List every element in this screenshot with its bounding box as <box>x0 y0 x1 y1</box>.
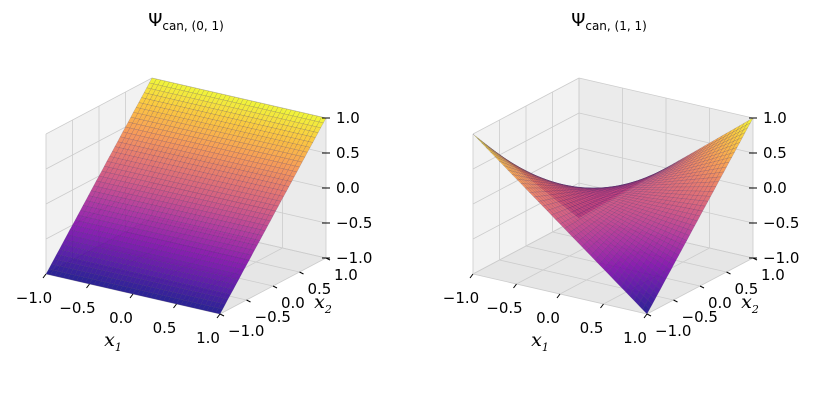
y-tick-label: 0.5 <box>308 280 332 298</box>
y-tick-label: 1.0 <box>334 266 358 284</box>
surface-patch <box>708 186 717 192</box>
x-tick-label: 0.0 <box>109 309 133 327</box>
x-tick-label: 0.5 <box>580 319 604 337</box>
surface-patch <box>713 176 722 183</box>
surface-patch <box>742 122 751 131</box>
surface-patch <box>244 253 253 261</box>
surface-patch <box>703 195 711 202</box>
z-tick-label: −1.0 <box>336 249 372 267</box>
y-tick-mark <box>699 285 705 289</box>
surface-patch <box>220 298 229 305</box>
x-tick-label: −1.0 <box>443 289 479 307</box>
x-tick-label: 1.0 <box>196 329 220 347</box>
y-tick-mark <box>272 285 278 289</box>
surface-patch <box>740 127 749 136</box>
y-tick-mark <box>646 313 652 317</box>
y-tick-mark <box>246 299 251 303</box>
surface-patch <box>732 142 741 150</box>
x-tick-label: 1.0 <box>623 329 647 347</box>
chart-title: Ψcan, (0, 1) <box>148 10 224 33</box>
grid-line <box>472 77 580 135</box>
surface-patch <box>719 166 727 173</box>
surface-plot-right: −1.0−0.50.00.51.0−1.0−0.50.00.51.0 −1.0−0… <box>443 10 800 354</box>
y-tick-label: −0.5 <box>682 308 718 326</box>
y-tick-label: 1.0 <box>761 266 785 284</box>
surface-patch <box>642 304 650 315</box>
y-tick-label: 0.5 <box>735 280 759 298</box>
surface-patch <box>218 302 226 310</box>
surface-patch <box>223 293 231 300</box>
x-tick-mark <box>42 273 47 279</box>
x-tick-mark <box>513 283 517 289</box>
y-tick-mark <box>219 313 225 317</box>
y-tick-mark <box>726 271 731 275</box>
surface <box>45 77 327 315</box>
surface-patch <box>734 137 743 145</box>
grid-line <box>578 77 754 119</box>
z-tick-label: 0.0 <box>763 179 787 197</box>
x-tick-mark <box>86 283 90 289</box>
surface-patch <box>666 262 674 271</box>
y-tick-mark <box>299 271 304 275</box>
y-tick-label: 0.0 <box>281 294 305 312</box>
y-tick-mark <box>752 257 758 261</box>
y-tick-mark <box>325 257 331 261</box>
z-tick-label: 0.5 <box>336 144 360 162</box>
chart-title: Ψcan, (1, 1) <box>571 10 647 33</box>
y-axis-label: x2 <box>314 291 332 316</box>
surface-patch <box>228 283 237 290</box>
surface-patch <box>239 263 247 271</box>
z-tick-label: 0.5 <box>763 144 787 162</box>
surface-patch <box>225 288 234 295</box>
surface-patch <box>726 151 735 159</box>
surface-patch <box>236 268 245 276</box>
y-tick-label: −1.0 <box>655 322 691 340</box>
z-tick-label: 1.0 <box>336 109 360 127</box>
surface-patch <box>215 307 224 315</box>
z-tick-label: −1.0 <box>763 249 799 267</box>
surface-patch <box>721 161 730 169</box>
x-tick-mark <box>469 273 474 279</box>
x-tick-label: 0.0 <box>536 309 560 327</box>
z-tick-label: 0.0 <box>336 179 360 197</box>
surface-patch <box>231 278 239 285</box>
y-tick-label: −1.0 <box>228 322 264 340</box>
y-tick-label: −0.5 <box>255 308 291 326</box>
x-tick-mark <box>173 303 177 309</box>
surface-patch <box>233 273 242 280</box>
x-tick-label: −0.5 <box>59 299 95 317</box>
x-tick-label: −0.5 <box>486 299 522 317</box>
x-axis-label: x1 <box>104 329 122 354</box>
z-tick-label: −0.5 <box>763 214 799 232</box>
surface-patch <box>676 243 685 251</box>
grid-line <box>472 112 580 170</box>
surface-patch <box>737 132 746 140</box>
x-tick-mark <box>216 313 221 319</box>
z-tick-label: −0.5 <box>336 214 372 232</box>
x-tick-mark <box>556 293 561 299</box>
grid-line <box>45 77 153 135</box>
surface <box>472 117 754 315</box>
surface-patch <box>716 171 725 178</box>
x-tick-mark <box>129 293 134 299</box>
y-tick-label: 0.0 <box>708 294 732 312</box>
x-axis-label: x1 <box>531 329 549 354</box>
surface-patch <box>315 121 324 129</box>
surface-patch <box>700 200 709 207</box>
surface-patch <box>241 258 250 266</box>
y-tick-mark <box>673 299 678 303</box>
x-tick-label: 0.5 <box>153 319 177 337</box>
x-tick-mark <box>643 313 648 319</box>
x-tick-label: −1.0 <box>16 289 52 307</box>
surface-plot-left: −1.0−0.50.00.51.0−1.0−0.50.00.51.0 −1.0−0… <box>16 10 373 354</box>
surface-patch <box>650 290 658 300</box>
x-tick-mark <box>600 303 604 309</box>
y-axis-label: x2 <box>741 291 759 316</box>
z-tick-label: 1.0 <box>763 109 787 127</box>
